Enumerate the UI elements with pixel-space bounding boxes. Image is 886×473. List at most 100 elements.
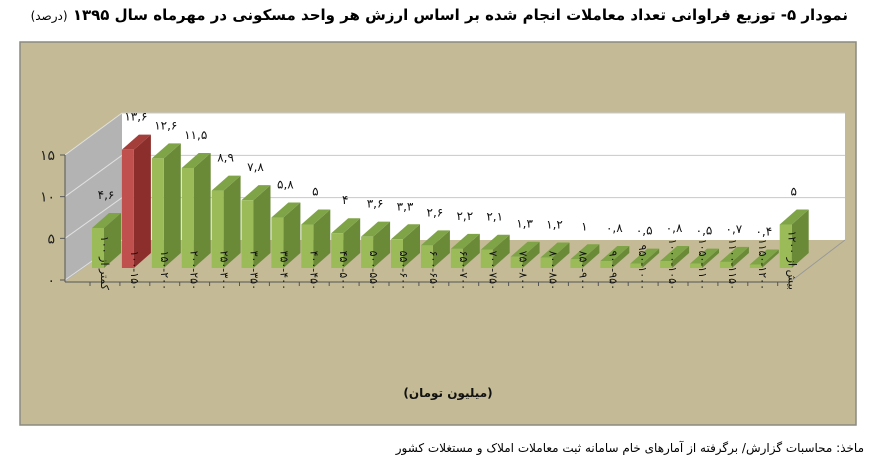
x-tick-label: ۵۵۰-۶۰۰ bbox=[397, 251, 410, 290]
bar bbox=[690, 248, 719, 268]
bar-front bbox=[121, 149, 134, 268]
x-tick-label: ۶۰۰-۶۵۰ bbox=[427, 251, 440, 290]
y-tick-label: ۱۵ bbox=[40, 148, 55, 164]
x-tick-label: ۷۵۰-۸۰۰ bbox=[517, 251, 530, 290]
x-tick-label: ۳۵۰-۴۰۰ bbox=[277, 251, 290, 290]
bar bbox=[480, 234, 510, 268]
data-label: ۸,۹ bbox=[217, 151, 234, 165]
x-axis-label: (میلیون تومان) bbox=[403, 386, 492, 401]
data-label: ۱۳,۶ bbox=[124, 110, 147, 124]
bar bbox=[570, 244, 600, 268]
gridline-side bbox=[64, 197, 123, 239]
x-tick-label: ۳۰۰-۳۵۰ bbox=[248, 251, 261, 290]
bar bbox=[361, 221, 391, 268]
bar-front bbox=[151, 158, 164, 268]
bar-top bbox=[241, 185, 271, 201]
bar-top bbox=[719, 246, 749, 262]
bar-front bbox=[660, 261, 673, 268]
bar-front bbox=[779, 224, 792, 268]
bar-top bbox=[151, 143, 181, 159]
y-tick-label: ۵ bbox=[47, 231, 55, 247]
bar bbox=[719, 246, 749, 268]
x-tick-label: بیش از ۱۲۰۰ bbox=[786, 231, 799, 290]
bar-front bbox=[749, 264, 762, 268]
data-label: ۴ bbox=[342, 193, 348, 207]
bar bbox=[510, 241, 540, 268]
bar-top bbox=[331, 218, 361, 234]
bar-side bbox=[731, 246, 749, 268]
bar-side bbox=[552, 242, 570, 268]
bar-top bbox=[600, 246, 630, 262]
bar-top bbox=[749, 249, 779, 265]
bar-front bbox=[331, 233, 344, 268]
plot-back-wall bbox=[122, 113, 845, 240]
data-label: ۱,۲ bbox=[546, 218, 563, 232]
bar-front bbox=[719, 261, 732, 268]
bar-side bbox=[253, 185, 271, 268]
x-tick-label: ۶۵۰-۷۰۰ bbox=[457, 251, 470, 290]
bar bbox=[391, 224, 420, 268]
bar-side bbox=[642, 248, 660, 268]
y-tick-label: ۰ bbox=[47, 273, 55, 289]
bar-side bbox=[283, 202, 301, 268]
x-tick-label: ۲۵۰-۳۰۰ bbox=[218, 251, 231, 290]
bar-front bbox=[301, 224, 314, 268]
bar-side bbox=[313, 209, 331, 268]
x-tick-label: ۱۰۰۰-۱۰۵۰ bbox=[666, 239, 679, 290]
bar-top bbox=[420, 230, 450, 246]
data-label: ۰,۸ bbox=[606, 221, 623, 235]
x-tick-label: ۹۰۰-۹۵۰ bbox=[606, 251, 619, 290]
x-tick-label: ۹۵۰-۱۰۰۰ bbox=[636, 245, 649, 290]
bar bbox=[420, 230, 450, 268]
title-unit: (درصد) bbox=[30, 9, 68, 23]
bar-top bbox=[361, 221, 391, 237]
gridline-side bbox=[64, 112, 123, 156]
bar-side bbox=[163, 143, 181, 268]
bar bbox=[181, 152, 211, 268]
bar-front bbox=[241, 200, 254, 268]
x-tick-label: ۱۱۵۰-۱۲۰۰ bbox=[756, 239, 769, 290]
bar-front bbox=[361, 236, 374, 268]
data-label: ۱,۳ bbox=[516, 217, 533, 231]
data-label: ۲,۱ bbox=[486, 210, 503, 224]
bar bbox=[540, 242, 570, 268]
bar bbox=[92, 212, 121, 268]
x-tick-label: ۷۰۰-۷۵۰ bbox=[487, 251, 500, 290]
bar-top bbox=[540, 242, 570, 258]
bar bbox=[450, 233, 480, 268]
x-tick-label: ۱۵۰-۲۰۰ bbox=[158, 251, 171, 290]
bar-top bbox=[211, 175, 241, 191]
bar-side bbox=[432, 230, 450, 268]
x-tick-label: ۸۰۰-۸۵۰ bbox=[547, 251, 560, 290]
data-label: ۰,۸ bbox=[666, 221, 683, 235]
bar-side bbox=[133, 134, 151, 268]
data-label: ۱۲,۶ bbox=[154, 118, 177, 132]
bar-side bbox=[672, 246, 690, 268]
x-tick-label: ۲۰۰-۲۵۰ bbox=[188, 251, 201, 290]
bar bbox=[151, 143, 181, 268]
title-text: نمودار ۵- توزیع فراوانی تعداد معاملات ان… bbox=[72, 6, 848, 24]
x-tick-label: ۴۰۰-۴۵۰ bbox=[307, 251, 320, 290]
bar bbox=[749, 249, 779, 268]
bar-side bbox=[223, 175, 241, 268]
data-label: ۰,۷ bbox=[726, 222, 743, 236]
bar bbox=[331, 218, 361, 268]
bar-front bbox=[540, 257, 553, 268]
data-label: ۲,۶ bbox=[427, 205, 444, 219]
bar bbox=[600, 246, 630, 268]
x-tick-label: کمتر از ۱۰۰ bbox=[98, 236, 111, 291]
x-tick-label: ۱۱۰۰-۱۱۵۰ bbox=[726, 239, 739, 290]
bar-side bbox=[791, 209, 809, 268]
bar bbox=[779, 209, 809, 268]
bar-front bbox=[420, 245, 433, 268]
data-label: ۱۱,۵ bbox=[184, 128, 207, 142]
bar-side bbox=[343, 218, 361, 268]
data-label: ۰,۴ bbox=[755, 225, 772, 239]
bar bbox=[241, 185, 271, 268]
bar-top bbox=[570, 244, 600, 260]
bar-front bbox=[92, 227, 104, 268]
bar-side bbox=[403, 224, 420, 268]
source-note: ماخذ: محاسبات گزارش/ برگرفته از آمارهای … bbox=[395, 441, 864, 455]
data-label: ۴,۶ bbox=[98, 188, 115, 202]
